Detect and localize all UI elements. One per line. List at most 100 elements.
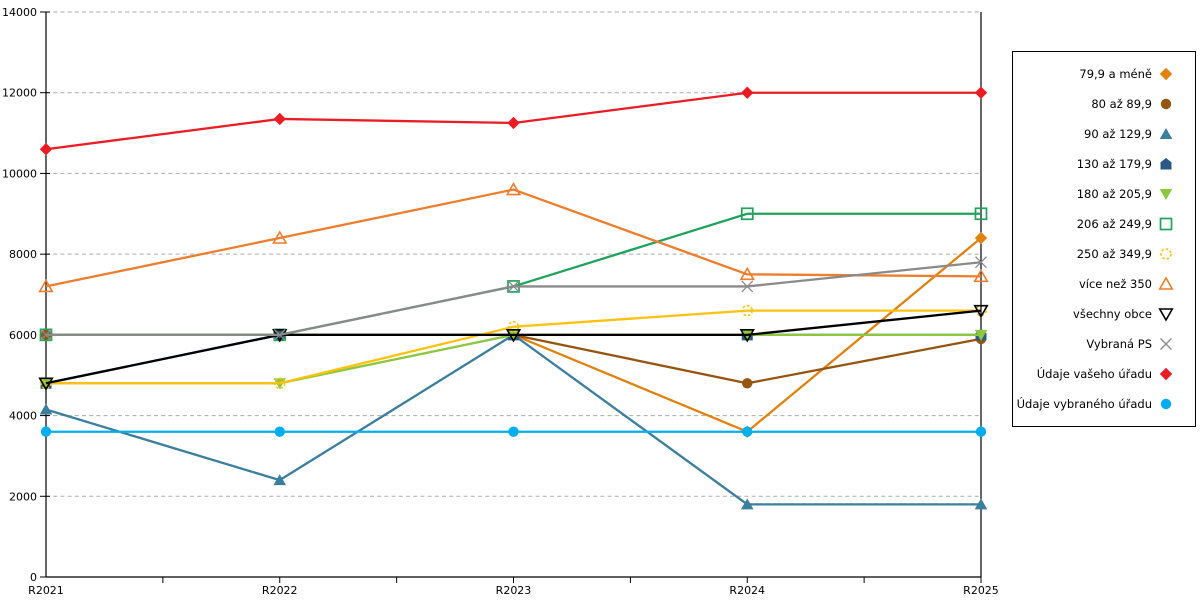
data-point-marker	[1160, 398, 1172, 410]
legend-label: 90 až 129,9	[1084, 127, 1152, 141]
legend-label: 79,9 a méně	[1079, 67, 1152, 81]
legend-label: všechny obce	[1073, 307, 1152, 321]
series-line	[45, 188, 982, 288]
data-point-marker	[507, 280, 520, 293]
series-line	[45, 309, 982, 385]
legend-label: 206 až 249,9	[1076, 217, 1152, 231]
data-point-marker	[1158, 308, 1174, 322]
y-axis-label: 6000	[9, 329, 37, 342]
data-point-marker	[1160, 338, 1172, 350]
data-point-marker	[273, 328, 286, 341]
y-axis-label: 10000	[2, 167, 37, 180]
legend-label: Údaje vašeho úřadu	[1036, 367, 1152, 381]
series-line	[46, 309, 981, 385]
data-point-marker	[1158, 276, 1174, 290]
data-point-marker	[742, 426, 753, 437]
y-axis-label: 12000	[2, 87, 37, 100]
data-point-marker	[39, 143, 53, 156]
data-point-marker	[40, 426, 52, 437]
legend-label: více než 350	[1078, 277, 1152, 291]
x-axis-label: R2021	[28, 584, 64, 597]
legend-item: 180 až 205,9	[1013, 179, 1195, 209]
legend-item: Vybraná PS	[1013, 329, 1195, 359]
legend-item: Údaje vašeho úřadu	[1013, 359, 1195, 389]
data-point-marker	[39, 403, 53, 415]
data-point-marker	[1160, 98, 1172, 110]
legend-item: 80 až 89,9	[1013, 89, 1195, 119]
legend-label: 130 až 179,9	[1076, 157, 1152, 171]
legend-label: 180 až 205,9	[1076, 187, 1152, 201]
data-point-marker	[274, 426, 285, 437]
data-point-marker	[273, 112, 286, 126]
data-point-marker	[1159, 367, 1173, 381]
data-point-marker	[973, 268, 989, 283]
legend-label: Vybraná PS	[1086, 337, 1152, 351]
data-point-marker	[1160, 248, 1172, 260]
data-point-marker	[739, 329, 755, 343]
y-axis-label: 4000	[9, 410, 37, 423]
chart-legend: 79,9 a méně 80 až 89,9 90 až 129,9 130 až 1…	[1012, 51, 1196, 427]
legend-item: více než 350	[1013, 269, 1195, 299]
legend-item: 250 až 349,9	[1013, 239, 1195, 269]
data-point-marker	[974, 231, 988, 245]
y-axis-label: 2000	[9, 490, 37, 503]
y-axis-label: 14000	[2, 6, 37, 19]
data-point-marker	[273, 474, 287, 486]
data-point-marker	[38, 278, 54, 293]
data-point-marker	[1159, 67, 1173, 81]
data-point-marker	[1159, 128, 1173, 139]
data-point-marker	[741, 86, 754, 99]
legend-item: 90 až 129,9	[1013, 119, 1195, 149]
data-point-marker	[974, 86, 988, 99]
legend-marker-icon	[1160, 398, 1172, 410]
legend-label: Údaje vybraného úřadu	[1016, 397, 1152, 411]
legend-marker-icon	[1159, 67, 1173, 81]
x-axis-label: R2025	[963, 584, 999, 597]
data-point-marker	[1159, 189, 1173, 200]
x-axis-label: R2022	[262, 584, 298, 597]
data-point-marker	[742, 378, 753, 389]
legend-item: 130 až 179,9	[1013, 149, 1195, 179]
legend-marker-icon	[1158, 308, 1174, 322]
data-point-marker	[975, 256, 987, 269]
data-point-marker	[507, 320, 520, 333]
legend-item: Údaje vybraného úřadu	[1013, 389, 1195, 419]
data-point-marker	[974, 329, 988, 341]
legend-marker-icon	[1158, 276, 1174, 290]
data-point-marker	[1159, 217, 1173, 231]
data-point-marker	[508, 426, 519, 437]
data-point-marker	[507, 116, 520, 130]
series-line	[46, 261, 982, 337]
data-point-marker	[740, 498, 754, 510]
legend-label: 80 až 89,9	[1091, 97, 1152, 111]
data-point-marker	[38, 377, 54, 391]
data-point-marker	[741, 304, 754, 317]
data-point-marker	[1160, 158, 1172, 170]
data-point-marker	[974, 498, 988, 510]
legend-marker-icon	[1159, 367, 1173, 381]
legend-marker-icon	[1159, 189, 1173, 200]
legend-marker-icon	[1159, 128, 1173, 139]
y-axis-label: 0	[30, 571, 37, 584]
legend-item: všechny obce	[1013, 299, 1195, 329]
legend-label: 250 až 349,9	[1076, 247, 1152, 261]
data-point-marker	[739, 266, 755, 281]
y-axis-label: 8000	[9, 248, 37, 261]
data-point-marker	[974, 207, 988, 221]
data-point-marker	[272, 230, 288, 244]
data-point-marker	[505, 329, 522, 343]
data-point-marker	[273, 377, 286, 390]
x-axis-label: R2023	[496, 584, 532, 597]
legend-item: 79,9 a méně	[1013, 59, 1195, 89]
data-point-marker	[40, 328, 52, 341]
data-point-marker	[505, 181, 522, 196]
legend-marker-icon	[1159, 217, 1173, 231]
legend-marker-icon	[1160, 248, 1172, 260]
data-point-marker	[973, 304, 989, 319]
data-point-marker	[741, 280, 754, 293]
legend-marker-icon	[1160, 158, 1172, 170]
legend-marker-icon	[1160, 98, 1172, 110]
data-point-marker	[740, 207, 754, 221]
